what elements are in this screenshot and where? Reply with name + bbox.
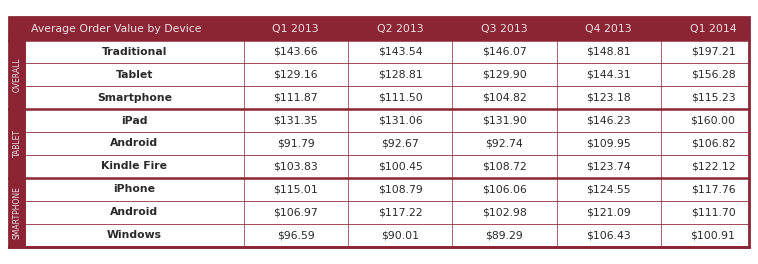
Text: $131.06: $131.06 bbox=[377, 116, 422, 125]
Text: $128.81: $128.81 bbox=[377, 70, 422, 79]
Text: $111.50: $111.50 bbox=[377, 93, 422, 102]
Text: TABLET: TABLET bbox=[13, 129, 22, 158]
Text: $115.01: $115.01 bbox=[274, 185, 318, 194]
Bar bbox=[25, 155, 749, 178]
Text: $115.23: $115.23 bbox=[691, 93, 735, 102]
Bar bbox=[25, 86, 749, 109]
Bar bbox=[25, 109, 749, 132]
Text: $92.67: $92.67 bbox=[381, 139, 419, 148]
Bar bbox=[9, 17, 749, 40]
Text: $108.79: $108.79 bbox=[377, 185, 422, 194]
Text: OVERALL: OVERALL bbox=[13, 57, 22, 92]
Text: iPad: iPad bbox=[121, 116, 148, 125]
Text: $106.97: $106.97 bbox=[274, 208, 318, 217]
Text: $100.91: $100.91 bbox=[691, 230, 735, 240]
Text: $160.00: $160.00 bbox=[691, 116, 735, 125]
Text: $131.90: $131.90 bbox=[482, 116, 527, 125]
Bar bbox=[25, 63, 749, 86]
Text: $108.72: $108.72 bbox=[482, 162, 527, 171]
Text: $197.21: $197.21 bbox=[691, 47, 735, 56]
Bar bbox=[25, 201, 749, 224]
Text: Average Order Value by Device: Average Order Value by Device bbox=[31, 24, 202, 34]
Text: Windows: Windows bbox=[107, 230, 162, 240]
Text: $122.12: $122.12 bbox=[691, 162, 735, 171]
Text: $123.18: $123.18 bbox=[587, 93, 631, 102]
Text: $106.82: $106.82 bbox=[691, 139, 735, 148]
Text: Q1 2014: Q1 2014 bbox=[690, 24, 736, 34]
Text: Q1 2013: Q1 2013 bbox=[272, 24, 319, 34]
Text: $92.74: $92.74 bbox=[486, 139, 523, 148]
Bar bbox=[25, 178, 749, 201]
Text: Traditional: Traditional bbox=[102, 47, 168, 56]
Text: iPhone: iPhone bbox=[114, 185, 155, 194]
Text: $121.09: $121.09 bbox=[587, 208, 631, 217]
Bar bbox=[9, 40, 25, 109]
Bar bbox=[25, 224, 749, 247]
Text: $124.55: $124.55 bbox=[587, 185, 631, 194]
Text: $100.45: $100.45 bbox=[377, 162, 422, 171]
Text: $104.82: $104.82 bbox=[482, 93, 527, 102]
Text: $106.43: $106.43 bbox=[587, 230, 631, 240]
Text: Android: Android bbox=[111, 208, 158, 217]
Text: Android: Android bbox=[111, 139, 158, 148]
Bar bbox=[9, 178, 25, 247]
Text: $156.28: $156.28 bbox=[691, 70, 735, 79]
Text: $129.90: $129.90 bbox=[482, 70, 527, 79]
Bar bbox=[9, 17, 749, 247]
Text: Q3 2013: Q3 2013 bbox=[481, 24, 528, 34]
Text: Smartphone: Smartphone bbox=[97, 93, 172, 102]
Text: $117.22: $117.22 bbox=[377, 208, 422, 217]
Text: $91.79: $91.79 bbox=[277, 139, 315, 148]
Text: $117.76: $117.76 bbox=[691, 185, 735, 194]
Text: $123.74: $123.74 bbox=[587, 162, 631, 171]
Text: $143.66: $143.66 bbox=[274, 47, 318, 56]
Bar bbox=[25, 132, 749, 155]
Bar bbox=[9, 109, 25, 178]
Text: Kindle Fire: Kindle Fire bbox=[102, 162, 168, 171]
Text: $109.95: $109.95 bbox=[587, 139, 631, 148]
Text: $131.35: $131.35 bbox=[274, 116, 318, 125]
Text: $129.16: $129.16 bbox=[274, 70, 318, 79]
Text: $103.83: $103.83 bbox=[274, 162, 318, 171]
Text: $148.81: $148.81 bbox=[587, 47, 631, 56]
Text: $106.06: $106.06 bbox=[482, 185, 527, 194]
Text: $111.70: $111.70 bbox=[691, 208, 735, 217]
Text: $144.31: $144.31 bbox=[587, 70, 631, 79]
Text: $96.59: $96.59 bbox=[277, 230, 315, 240]
Text: SMARTPHONE: SMARTPHONE bbox=[13, 186, 22, 239]
Text: Q4 2013: Q4 2013 bbox=[585, 24, 632, 34]
Text: $146.23: $146.23 bbox=[587, 116, 631, 125]
Text: $143.54: $143.54 bbox=[377, 47, 422, 56]
Text: $90.01: $90.01 bbox=[381, 230, 419, 240]
Text: $89.29: $89.29 bbox=[486, 230, 523, 240]
Text: Q2 2013: Q2 2013 bbox=[377, 24, 424, 34]
Text: $146.07: $146.07 bbox=[482, 47, 527, 56]
Bar bbox=[25, 40, 749, 63]
Text: Tablet: Tablet bbox=[116, 70, 153, 79]
Text: $111.87: $111.87 bbox=[274, 93, 318, 102]
Text: $102.98: $102.98 bbox=[482, 208, 527, 217]
